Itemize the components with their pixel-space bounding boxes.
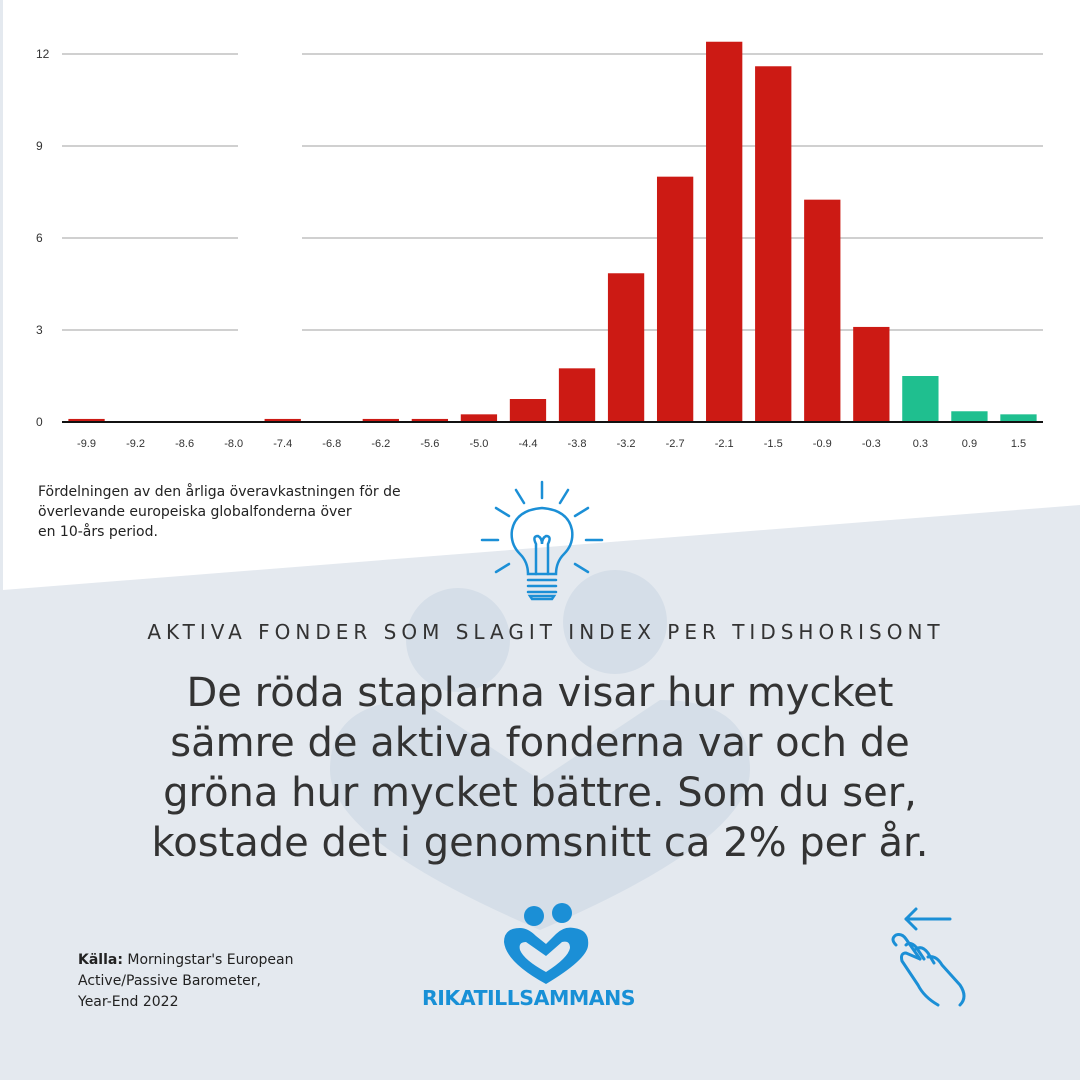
source-label: Källa: xyxy=(78,952,123,968)
y-tick-label: 3 xyxy=(36,323,43,337)
bar xyxy=(607,273,645,422)
x-tick-label: -3.8 xyxy=(568,438,587,450)
bar xyxy=(460,414,498,422)
bar xyxy=(656,176,694,422)
headline-text: De röda staplarna visar hur mycket sämre… xyxy=(40,668,1040,868)
caption-line: en 10-års period. xyxy=(38,524,158,540)
swipe-hand-icon[interactable] xyxy=(880,905,980,1015)
heart-people-logo-icon xyxy=(504,903,589,984)
headline-line: kostade det i genomsnitt ca 2% per år. xyxy=(151,820,929,866)
x-tick-label: 1.5 xyxy=(1011,438,1026,450)
source-text: Year-End 2022 xyxy=(78,994,179,1010)
y-tick-labels: 0 3 6 9 12 xyxy=(36,47,50,429)
x-tick-label: -7.4 xyxy=(273,438,292,450)
x-tick-label: -0.9 xyxy=(813,438,832,450)
bar xyxy=(706,41,743,422)
x-tick-label: -5.0 xyxy=(469,438,488,450)
bar xyxy=(853,326,890,422)
x-tick-label: -2.7 xyxy=(666,438,685,450)
x-tick-label: -2.1 xyxy=(715,438,734,450)
x-tick-label: -5.6 xyxy=(420,438,439,450)
bar xyxy=(411,418,449,422)
x-tick-label: -3.2 xyxy=(617,438,636,450)
brand-name: RIKATILLSAMMANS xyxy=(422,986,636,1010)
source-text: Morningstar's European xyxy=(122,952,294,968)
y-tick-label: 6 xyxy=(36,231,43,245)
section-subtitle: AKTIVA FONDER SOM SLAGIT INDEX PER TIDSH… xyxy=(147,620,945,644)
chart-bars xyxy=(68,41,1037,423)
bar xyxy=(264,418,301,422)
headline-line: sämre de aktiva fonderna var och de xyxy=(170,720,910,766)
headline-line: De röda staplarna visar hur mycket xyxy=(186,670,894,716)
x-tick-label: 0.3 xyxy=(913,438,928,450)
x-tick-label: -6.8 xyxy=(322,438,341,450)
x-tick-label: -4.4 xyxy=(518,438,537,450)
bar xyxy=(509,399,547,422)
x-tick-label: -8.0 xyxy=(224,438,243,450)
bar xyxy=(951,411,988,422)
caption-line: överlevande europeiska globalfonderna öv… xyxy=(38,504,352,520)
chart-caption: Fördelningen av den årliga överavkastnin… xyxy=(38,482,458,542)
chart-gridlines xyxy=(62,53,1043,331)
x-tick-label: 0.9 xyxy=(962,438,977,450)
x-tick-label: -8.6 xyxy=(175,438,194,450)
x-tick-label: -1.5 xyxy=(764,438,783,450)
y-tick-label: 12 xyxy=(36,47,50,61)
y-tick-label: 9 xyxy=(36,139,43,153)
headline-line: gröna hur mycket bättre. Som du ser, xyxy=(163,770,917,816)
bar xyxy=(558,368,596,422)
source-citation: Källa: Morningstar's European Active/Pas… xyxy=(78,950,338,1013)
x-tick-label: -9.9 xyxy=(77,438,96,450)
lightbulb-icon xyxy=(480,480,604,601)
bar xyxy=(1000,414,1037,422)
x-tick-label: -9.2 xyxy=(126,438,145,450)
bar xyxy=(362,418,399,422)
bar xyxy=(804,199,841,422)
x-tick-labels: -9.9 -9.2 -8.6 -8.0 -7.4 -6.8 -6.2 -5.6 -5.0 -4.4… xyxy=(77,438,1026,450)
histogram-chart: -9.9 -9.2 -8.6 -8.0 -7.4 -6.8 -6.2 -5.6 -5.0 -4.4… xyxy=(36,41,1043,450)
bar xyxy=(902,376,939,422)
caption-line: Fördelningen av den årliga överavkastnin… xyxy=(38,484,401,500)
bar xyxy=(755,66,792,423)
watermark-logo xyxy=(330,570,750,930)
source-text: Active/Passive Barometer, xyxy=(78,973,261,989)
x-tick-label: -0.3 xyxy=(862,438,881,450)
y-tick-label: 0 xyxy=(36,415,43,429)
x-tick-label: -6.2 xyxy=(371,438,390,450)
bar xyxy=(68,418,105,422)
